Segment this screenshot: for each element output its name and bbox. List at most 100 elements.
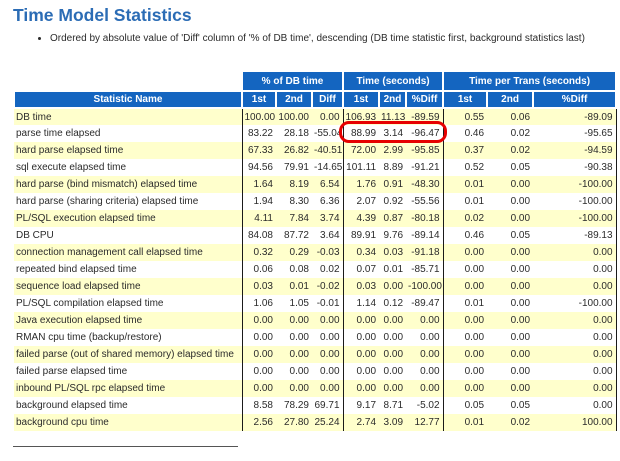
value-cell: 0.00 — [510, 264, 531, 275]
value-cell: 3.09 — [383, 417, 404, 428]
value-cell: 0.00 — [533, 329, 617, 346]
statistic-name-cell: DB time — [16, 111, 52, 123]
value-cell: 0.00 — [241, 346, 276, 363]
value-cell: 0.00 — [510, 332, 531, 343]
value-cell: 0.00 — [510, 281, 531, 292]
value-cell: 0.00 — [442, 346, 488, 363]
value-cell: 0.32 — [241, 244, 276, 261]
value-cell: 0.00 — [442, 244, 488, 261]
value-cell: 0.00 — [442, 329, 488, 346]
value-cell: 0.00 — [241, 329, 276, 346]
table-row: repeated bind elapsed time 0.06 0.08 0.02 0.… — [14, 261, 617, 278]
value-cell: 0.00 — [420, 332, 440, 343]
value-cell: -0.01 — [316, 298, 340, 309]
table-body: DB time 100.00 100.00 0.00 106.93 11.13 -89.59… — [14, 108, 617, 431]
value-cell: 0.00 — [533, 278, 617, 295]
value-cell: 0.01 — [442, 295, 488, 312]
table-row: Java execution elapsed time 0.00 0.00 0.00 0… — [14, 312, 617, 329]
group-header-time-per-trans: Time per Trans (seconds) — [442, 70, 618, 92]
value-cell: 2.74 — [342, 414, 380, 431]
value-cell: -5.02 — [416, 400, 440, 411]
value-cell: 0.06 — [241, 261, 276, 278]
value-cell: 0.00 — [510, 349, 531, 360]
value-cell: 0.00 — [510, 298, 531, 309]
statistic-name-cell: sql execute elapsed time — [16, 162, 127, 173]
value-cell: 0.00 — [510, 179, 531, 190]
value-cell: 0.00 — [533, 312, 617, 329]
value-cell: 8.71 — [383, 400, 404, 411]
value-cell: 2.07 — [342, 193, 380, 210]
value-cell: 0.00 — [342, 346, 380, 363]
value-cell: 0.00 — [510, 315, 531, 326]
table-row: RMAN cpu time (backup/restore) 0.00 0.00 0.… — [14, 329, 617, 346]
value-cell: 0.00 — [320, 383, 340, 394]
table-row: sequence load elapsed time 0.03 0.01 -0.02 0… — [14, 278, 617, 295]
value-cell: -94.59 — [533, 142, 617, 159]
value-cell: -0.03 — [316, 247, 340, 258]
value-cell: 0.46 — [442, 227, 488, 244]
statistic-name-cell: hard parse elapsed time — [16, 145, 124, 156]
value-cell: 0.01 — [442, 176, 488, 193]
table-row: failed parse elapsed time 0.00 0.00 0.00 0.0… — [14, 363, 617, 380]
value-cell: 9.17 — [342, 397, 380, 414]
table-row: sql execute elapsed time 94.56 79.91 -14.65… — [14, 159, 617, 176]
value-cell: 0.92 — [383, 196, 404, 207]
value-cell: -48.30 — [411, 179, 440, 190]
value-cell: 0.00 — [342, 312, 380, 329]
value-cell: 79.91 — [283, 162, 309, 173]
value-cell: 0.00 — [320, 315, 340, 326]
value-cell: 0.02 — [510, 145, 531, 156]
value-cell: -100.00 — [533, 176, 617, 193]
value-cell: 25.24 — [314, 417, 340, 428]
value-cell: 1.64 — [241, 176, 276, 193]
value-cell: 0.00 — [442, 380, 488, 397]
column-header-pct-1st: 1st — [241, 90, 277, 109]
value-cell: 67.33 — [241, 142, 276, 159]
column-header-trans-1st: 1st — [442, 90, 489, 109]
value-cell: 2.56 — [241, 414, 276, 431]
value-cell: 0.00 — [241, 312, 276, 329]
value-cell: -40.51 — [314, 145, 343, 156]
table-row: hard parse (bind mismatch) elapsed time 1… — [14, 176, 617, 193]
value-cell: 0.29 — [289, 247, 309, 258]
value-cell: -96.47 — [411, 128, 440, 139]
statistic-name-cell: repeated bind elapsed time — [16, 264, 137, 275]
value-cell: 0.87 — [383, 213, 404, 224]
value-cell: 0.00 — [289, 383, 309, 394]
group-header-pct-db-time: % of DB time — [240, 70, 345, 92]
statistic-name-cell: failed parse elapsed time — [16, 366, 128, 377]
value-cell: 0.00 — [510, 366, 531, 377]
value-cell: 4.39 — [342, 210, 380, 227]
value-cell: -100.00 — [533, 193, 617, 210]
value-cell: 0.08 — [289, 264, 309, 275]
group-header-time-seconds: Time (seconds) — [342, 70, 445, 92]
value-cell: 0.00 — [320, 349, 340, 360]
value-cell: 0.00 — [510, 383, 531, 394]
value-cell: 100.00 — [241, 108, 276, 125]
value-cell: -85.71 — [411, 264, 440, 275]
value-cell: 0.02 — [442, 210, 488, 227]
value-cell: -89.14 — [411, 230, 440, 241]
value-cell: 0.00 — [420, 349, 440, 360]
value-cell: -14.65 — [314, 162, 343, 173]
value-cell: 0.55 — [442, 108, 488, 125]
statistic-name-cell: hard parse (bind mismatch) elapsed time — [16, 179, 198, 190]
table-row: hard parse elapsed time 67.33 26.82 -40.51 7… — [14, 142, 617, 159]
value-cell: 0.34 — [342, 244, 380, 261]
statistic-name-cell: hard parse (sharing criteria) elapsed ti… — [16, 196, 199, 207]
value-cell: 0.03 — [342, 278, 380, 295]
column-header-pct-2nd: 2nd — [275, 90, 313, 109]
value-cell: 1.05 — [289, 298, 309, 309]
value-cell: 6.54 — [320, 179, 340, 190]
value-cell: 83.22 — [241, 125, 276, 142]
note-list: Ordered by absolute value of 'Diff' colu… — [28, 33, 620, 45]
value-cell: -89.13 — [533, 227, 617, 244]
table-row: DB time 100.00 100.00 0.00 106.93 11.13 -89.59… — [14, 108, 617, 125]
value-cell: 1.06 — [241, 295, 276, 312]
value-cell: -0.02 — [316, 281, 340, 292]
value-cell: 0.00 — [442, 312, 488, 329]
table-row: PL/SQL execution elapsed time 4.11 7.84 3.7… — [14, 210, 617, 227]
statistic-name-cell: RMAN cpu time (backup/restore) — [16, 332, 162, 343]
value-cell: 0.46 — [442, 125, 488, 142]
